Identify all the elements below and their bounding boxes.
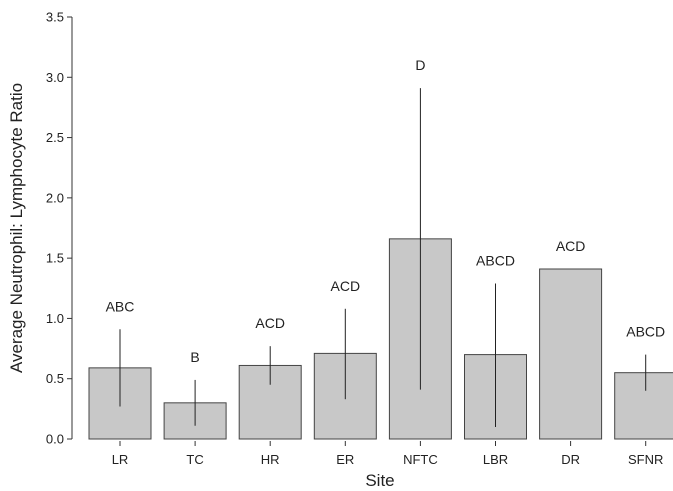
- y-tick-label: 1.5: [46, 251, 64, 266]
- sig-label-lr: ABC: [106, 298, 135, 314]
- y-axis: 0.0 0.5 1.0 1.5 2.0 2.5 3.0 3.5: [46, 10, 73, 447]
- bars: [88, 238, 673, 440]
- bar-dr: [539, 268, 603, 440]
- y-axis-title: Average Neutrophil: Lymphocyte Ratio: [7, 83, 26, 373]
- x-axis-title: Site: [365, 471, 394, 490]
- y-tick-label: 0.0: [46, 432, 64, 447]
- sig-label-tc: B: [190, 349, 199, 365]
- x-tick-label-hr: HR: [261, 452, 280, 467]
- x-tick-label-dr: DR: [561, 452, 580, 467]
- y-tick-label: 1.0: [46, 311, 64, 326]
- x-axis: LR TC HR ER NFTC LBR DR SFNR: [112, 441, 663, 467]
- y-tick-label: 0.5: [46, 371, 64, 386]
- x-tick-label-sfnr: SFNR: [628, 452, 663, 467]
- sig-label-dr: ACD: [556, 238, 586, 254]
- sig-label-er: ACD: [331, 278, 361, 294]
- sig-label-lbr: ABCD: [476, 252, 515, 268]
- error-bars: [119, 88, 647, 427]
- y-tick-label: 3.5: [46, 10, 64, 25]
- x-tick-label-er: ER: [336, 452, 354, 467]
- y-tick-label: 3.0: [46, 70, 64, 85]
- sig-label-hr: ACD: [255, 315, 285, 331]
- x-tick-label-lbr: LBR: [483, 452, 508, 467]
- significance-labels: ABC B ACD ACD D ABCD ACD ABCD: [106, 57, 666, 365]
- sig-label-nftc: D: [415, 57, 425, 73]
- bar-sfnr: [614, 372, 673, 440]
- sig-label-sfnr: ABCD: [626, 324, 665, 340]
- x-tick-label-nftc: NFTC: [403, 452, 438, 467]
- x-tick-label-lr: LR: [112, 452, 129, 467]
- x-tick-label-tc: TC: [186, 452, 203, 467]
- y-tick-label: 2.5: [46, 130, 64, 145]
- y-tick-label: 2.0: [46, 190, 64, 205]
